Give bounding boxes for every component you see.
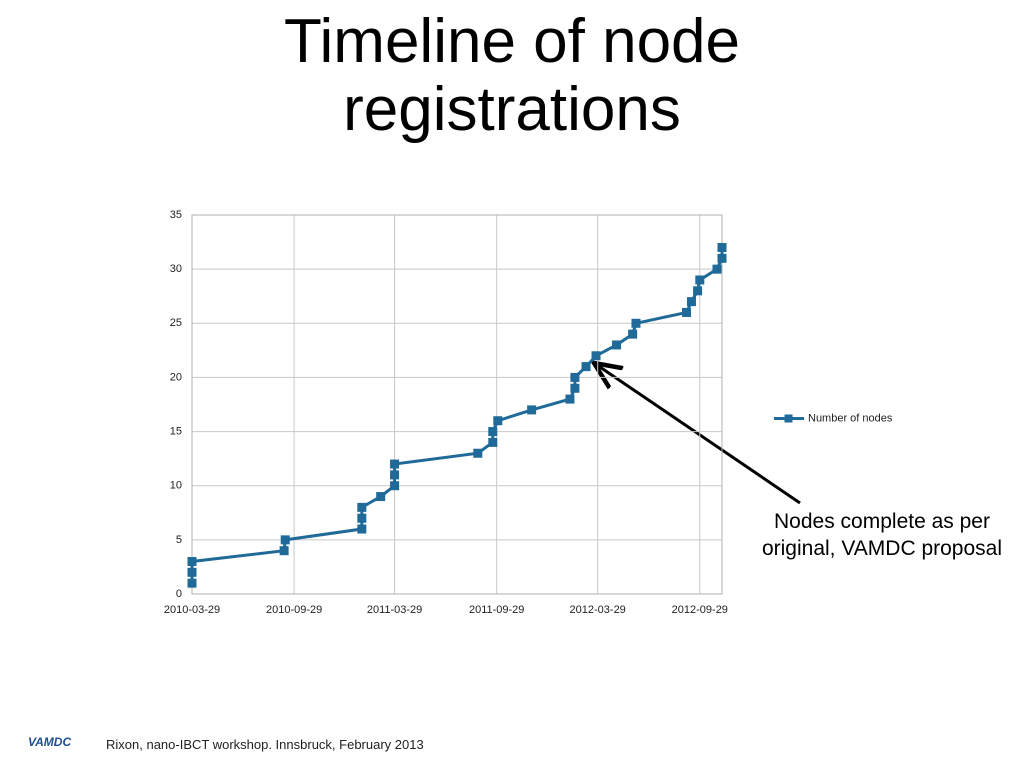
x-tick-label: 2011-09-29 xyxy=(469,604,524,616)
y-tick-label: 35 xyxy=(170,209,182,221)
y-tick-label: 30 xyxy=(170,263,182,275)
point xyxy=(527,405,537,415)
point xyxy=(681,307,691,317)
x-tick-label: 2010-03-29 xyxy=(164,604,220,616)
point xyxy=(570,383,580,393)
point xyxy=(695,275,705,285)
point xyxy=(565,394,575,404)
legend-label: Number of nodes xyxy=(808,412,893,424)
point xyxy=(279,546,289,556)
x-tick-label: 2012-03-29 xyxy=(570,604,626,616)
series-line xyxy=(190,247,724,584)
point xyxy=(628,329,638,339)
plot-frame xyxy=(191,214,723,595)
footer: Rixon, nano-IBCT workshop. Innsbruck, Fe… xyxy=(106,737,424,752)
point xyxy=(280,535,290,545)
legend-swatch xyxy=(784,414,793,423)
point xyxy=(390,481,400,491)
x-tick-label: 2011-03-29 xyxy=(367,604,422,616)
point xyxy=(717,242,727,252)
annotation-arrow xyxy=(594,363,801,505)
y-tick-label: 0 xyxy=(176,588,182,600)
logo: VAMDC xyxy=(28,735,72,749)
point xyxy=(631,318,641,328)
point xyxy=(357,524,367,534)
x-tick-label: 2012-09-29 xyxy=(672,604,728,616)
point xyxy=(612,340,622,350)
point xyxy=(493,416,503,426)
point xyxy=(581,362,591,372)
point xyxy=(390,459,400,469)
y-tick-label: 20 xyxy=(170,371,182,383)
point xyxy=(473,448,483,458)
point xyxy=(570,372,580,382)
point xyxy=(488,427,498,437)
x-tick-label: 2010-09-29 xyxy=(266,604,322,616)
point xyxy=(686,297,696,307)
point xyxy=(693,286,703,296)
point xyxy=(357,502,367,512)
point xyxy=(187,578,197,588)
point xyxy=(376,492,386,502)
y-tick-label: 10 xyxy=(170,480,182,492)
point xyxy=(390,470,400,480)
point xyxy=(717,253,727,263)
y-tick-label: 5 xyxy=(176,534,182,546)
annotation: Nodes complete as per original, VAMDC pr… xyxy=(761,510,1003,560)
point xyxy=(187,567,197,577)
point xyxy=(187,557,197,567)
point xyxy=(712,264,722,274)
y-tick-label: 25 xyxy=(170,317,182,329)
point xyxy=(488,437,498,447)
point xyxy=(591,351,601,361)
y-tick-label: 15 xyxy=(170,425,182,437)
slide-title: Timeline of node registrations xyxy=(283,7,741,144)
point xyxy=(357,513,367,523)
